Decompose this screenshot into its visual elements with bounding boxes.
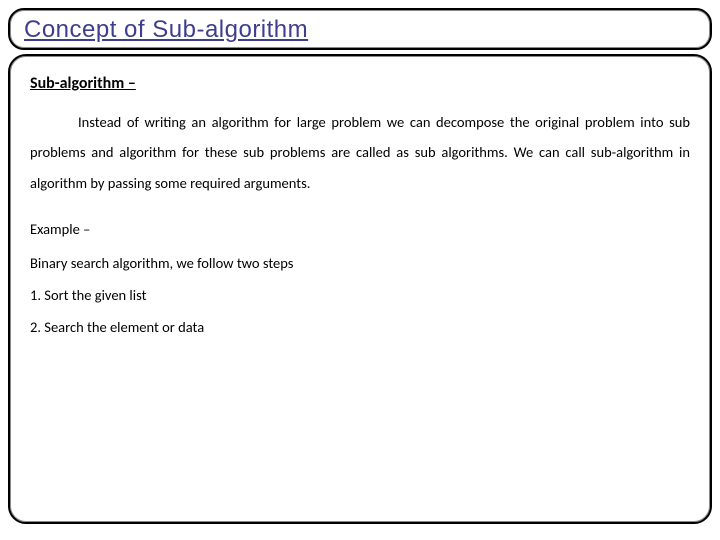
example-label: Example – bbox=[30, 220, 690, 238]
list-item: 2. Search the element or data bbox=[30, 318, 690, 336]
list-item: 1. Sort the given list bbox=[30, 286, 690, 304]
page-title: Concept of Sub-algorithm bbox=[24, 16, 696, 44]
step-list: 1. Sort the given list 2. Search the ele… bbox=[30, 286, 690, 336]
body-paragraph: Instead of writing an algorithm for larg… bbox=[30, 107, 690, 198]
subheading: Sub-algorithm – bbox=[30, 74, 690, 93]
content-container: Sub-algorithm – Instead of writing an al… bbox=[8, 54, 712, 524]
example-description: Binary search algorithm, we follow two s… bbox=[30, 254, 690, 272]
title-container: Concept of Sub-algorithm bbox=[8, 8, 712, 50]
